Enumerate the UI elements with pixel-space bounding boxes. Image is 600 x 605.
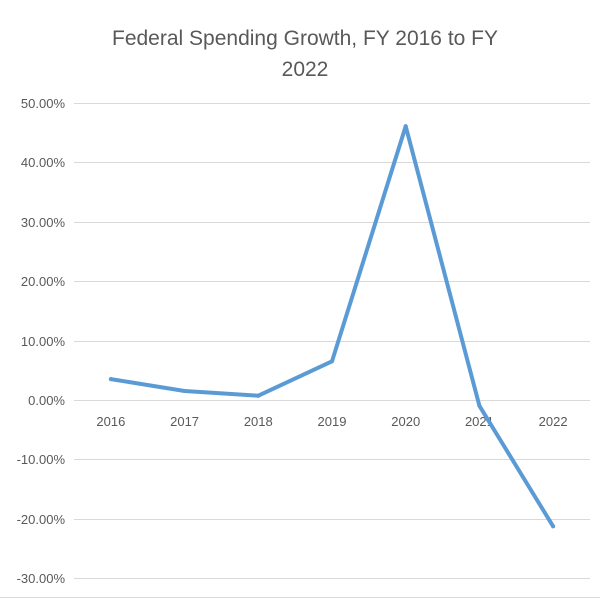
data-point (551, 524, 556, 529)
chart-title-line-1: Federal Spending Growth, FY 2016 to FY (112, 27, 498, 50)
data-point (182, 389, 187, 393)
data-point (403, 124, 408, 129)
y-tick-label: 50.00% (21, 96, 66, 111)
y-axis-tick-labels: 50.00% 40.00% 30.00% 20.00% 10.00% 0.00% -10.0… (17, 96, 66, 586)
y-tick-label: -30.00% (17, 571, 66, 586)
y-tick-label: 0.00% (28, 393, 65, 408)
series-layer (108, 124, 556, 529)
y-tick-label: 30.00% (21, 215, 66, 230)
x-tick-label: 2019 (318, 414, 347, 429)
gridlines (74, 103, 590, 579)
x-tick-label: 2016 (96, 414, 125, 429)
y-tick-label: -20.00% (17, 512, 66, 527)
data-point (256, 393, 261, 398)
y-tick-label: 10.00% (21, 334, 66, 349)
data-point (477, 403, 482, 408)
y-tick-label: -10.00% (17, 452, 66, 467)
x-tick-label: 2018 (244, 414, 273, 429)
chart-title-line-2: 2022 (282, 58, 329, 81)
x-tick-label: 2017 (170, 414, 199, 429)
x-tick-label: 2022 (539, 414, 568, 429)
x-tick-label: 2020 (391, 414, 420, 429)
data-point (330, 359, 334, 364)
data-point (108, 377, 113, 382)
y-tick-label: 20.00% (21, 274, 66, 289)
y-tick-label: 40.00% (21, 155, 66, 170)
